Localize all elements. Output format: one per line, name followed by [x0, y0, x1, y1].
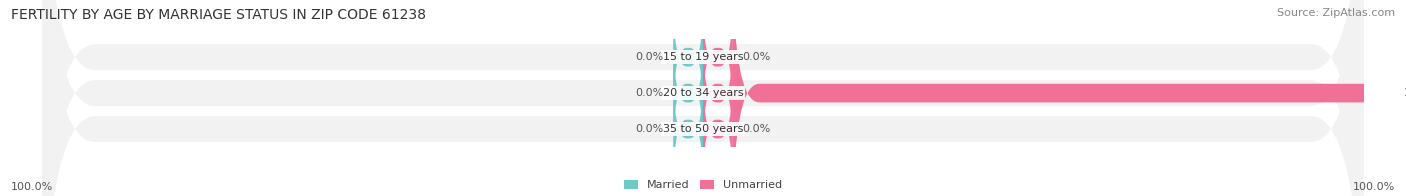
Text: 100.0%: 100.0%	[11, 182, 53, 192]
Text: 0.0%: 0.0%	[742, 124, 770, 134]
FancyBboxPatch shape	[42, 0, 1364, 196]
FancyBboxPatch shape	[673, 31, 703, 156]
FancyBboxPatch shape	[703, 31, 733, 156]
FancyBboxPatch shape	[703, 66, 733, 191]
Text: Source: ZipAtlas.com: Source: ZipAtlas.com	[1277, 8, 1395, 18]
FancyBboxPatch shape	[733, 0, 1393, 196]
FancyBboxPatch shape	[42, 0, 1364, 196]
FancyBboxPatch shape	[673, 0, 703, 120]
Text: 100.0%: 100.0%	[1403, 88, 1406, 98]
Text: 100.0%: 100.0%	[1353, 182, 1395, 192]
Text: 0.0%: 0.0%	[636, 124, 664, 134]
Text: FERTILITY BY AGE BY MARRIAGE STATUS IN ZIP CODE 61238: FERTILITY BY AGE BY MARRIAGE STATUS IN Z…	[11, 8, 426, 22]
Text: 15 to 19 years: 15 to 19 years	[662, 52, 744, 62]
Text: 35 to 50 years: 35 to 50 years	[662, 124, 744, 134]
Text: 0.0%: 0.0%	[742, 52, 770, 62]
Text: 20 to 34 years: 20 to 34 years	[662, 88, 744, 98]
FancyBboxPatch shape	[703, 0, 733, 120]
Legend: Married, Unmarried: Married, Unmarried	[624, 180, 782, 190]
FancyBboxPatch shape	[673, 66, 703, 191]
Text: 0.0%: 0.0%	[636, 88, 664, 98]
FancyBboxPatch shape	[42, 0, 1364, 196]
Text: 0.0%: 0.0%	[636, 52, 664, 62]
